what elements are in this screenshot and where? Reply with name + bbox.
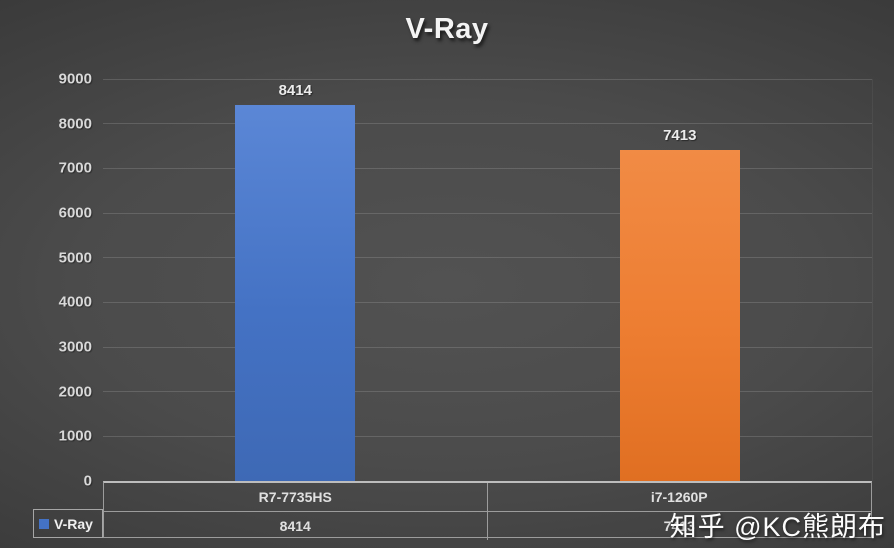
gridline: [103, 123, 872, 125]
gridline: [103, 212, 872, 214]
bar-i7-1260P: 7413: [619, 127, 740, 481]
bar-value-label: 8414: [278, 82, 312, 100]
y-tick-label: 9000: [58, 70, 92, 88]
y-axis: 0 1000 2000 3000 4000 5000 6000 7000 8000 9000: [0, 71, 92, 490]
category-label: i7-1260P: [487, 483, 871, 512]
category-label: R7-7735HS: [104, 483, 488, 512]
plot-area: 8414 7413: [103, 78, 873, 481]
y-tick-label: 0: [83, 472, 92, 490]
table-value: 8414: [104, 512, 488, 540]
gridline: [103, 167, 872, 169]
y-tick-label: 2000: [58, 383, 92, 401]
watermark: 知乎 @KC熊朗布: [669, 512, 886, 542]
gridline: [103, 301, 872, 303]
y-tick-label: 3000: [58, 338, 92, 356]
gridline: [103, 346, 872, 348]
gridline: [103, 257, 872, 259]
gridline: [103, 391, 872, 393]
bar-value-label: 7413: [663, 126, 697, 144]
y-tick-label: 1000: [58, 427, 92, 445]
table-value: 7413: [663, 518, 695, 534]
data-table: R7-7735HS i7-1260P 8414 7413: [103, 481, 872, 540]
y-tick-label: 6000: [58, 204, 92, 222]
legend: V-Ray: [33, 509, 103, 538]
bar-R7-7735HS: 8414: [235, 82, 356, 481]
gridline: [103, 78, 872, 80]
gridline: [103, 435, 872, 437]
y-tick-label: 8000: [58, 115, 92, 133]
legend-label: V-Ray: [54, 515, 93, 532]
y-tick-label: 7000: [58, 159, 92, 177]
legend-swatch-icon: [39, 518, 49, 529]
y-tick-label: 4000: [58, 293, 92, 311]
chart-title: V-Ray: [405, 13, 489, 45]
y-tick-label: 5000: [58, 249, 92, 267]
